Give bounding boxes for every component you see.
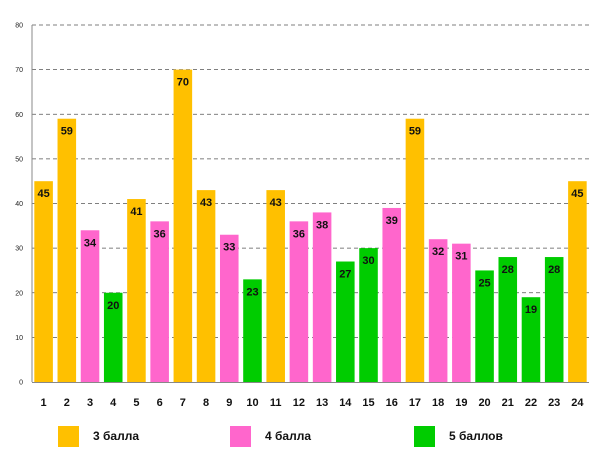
bar [405,118,425,383]
bar [150,221,169,382]
y-tick-label: 70 [15,67,23,74]
x-tick-label: 21 [502,397,514,409]
bar [359,248,378,382]
x-tick-label: 7 [180,397,186,409]
data-label: 59 [61,126,73,138]
x-tick-label: 5 [133,397,139,409]
bars [34,69,587,383]
bar [544,257,564,382]
legend-label-5: 5 баллов [449,429,503,443]
x-tick-label: 24 [571,397,584,409]
legend-item-5: 5 баллов [414,424,503,448]
x-tick-label: 1 [41,397,47,409]
bar [196,190,216,382]
bar [80,230,100,382]
x-tick-label: 8 [203,397,209,409]
y-tick-label: 60 [15,112,23,119]
bar [521,297,541,382]
data-label: 36 [154,228,166,240]
x-tick-label: 11 [270,397,282,409]
data-label: 19 [525,304,537,316]
legend-label-4: 4 балла [265,429,312,443]
data-label: 38 [316,219,328,231]
data-label: 30 [362,255,374,267]
legend-swatch-4 [230,425,251,447]
gridlines [32,24,589,338]
bar [103,292,123,382]
y-tick-label: 10 [15,335,23,342]
x-tick-label: 14 [339,397,352,409]
data-label: 28 [548,264,560,276]
legend-item-3: 3 балла [58,424,139,448]
x-tick-label: 12 [293,397,305,409]
bar [382,207,402,382]
data-label: 27 [339,269,351,281]
data-label: 23 [246,286,258,298]
data-label: 41 [130,206,142,218]
x-tick-label: 16 [386,397,398,409]
bar [312,212,332,382]
legend-swatch-3 [58,425,79,447]
data-label: 36 [293,228,305,240]
data-label: 45 [571,188,583,200]
data-label: 33 [223,242,235,254]
legend-item-4: 4 балла [230,424,311,448]
x-tick-label: 23 [548,397,560,409]
bar [266,190,285,382]
legend-label-3: 3 балла [93,429,140,443]
bar [498,257,518,382]
data-label: 43 [270,197,282,209]
data-label: 39 [386,215,398,227]
x-tick-label: 6 [157,397,163,409]
x-tick-label: 4 [110,397,117,409]
x-tick-label: 18 [432,397,444,409]
data-label: 45 [37,188,49,200]
y-axis: 0 10 20 30 40 50 60 70 80 [15,23,33,387]
x-tick-label: 15 [362,397,374,409]
x-tick-label: 22 [525,397,537,409]
bar [475,270,494,382]
bar [127,199,146,382]
bar [452,243,471,382]
bar [243,279,262,382]
y-tick-label: 20 [15,290,23,297]
x-tick-label: 19 [455,397,467,409]
y-tick-label: 50 [15,156,23,163]
bar [34,181,53,382]
x-axis: 1 2 3 4 5 6 7 8 9 10 11 12 13 14 15 16 17 18 19 20 21 22 23 24 [32,382,589,409]
x-tick-label: 2 [64,397,70,409]
data-label: 43 [200,197,212,209]
data-label: 70 [177,77,189,89]
bar [289,221,309,382]
x-tick-label: 9 [226,397,232,409]
bar [336,261,355,382]
bar [219,234,239,382]
bar [428,239,448,382]
data-label: 20 [107,300,119,312]
bar [173,69,193,382]
data-label: 32 [432,246,444,258]
y-tick-label: 0 [19,380,23,387]
data-label: 31 [455,251,467,263]
x-tick-label: 10 [246,397,258,409]
x-tick-label: 13 [316,397,328,409]
data-label: 25 [478,277,490,289]
bar [57,118,77,383]
data-labels: 45 59 34 20 41 36 70 43 33 23 43 36 38 27 30 39 59 32 31 25… [37,77,583,317]
x-tick-label: 20 [478,397,490,409]
data-label: 28 [502,264,514,276]
data-label: 34 [84,237,97,249]
x-tick-label: 3 [87,397,93,409]
data-label: 59 [409,126,421,138]
legend-swatch-5 [414,425,435,447]
bar [568,181,587,382]
y-tick-label: 30 [15,246,23,253]
y-tick-label: 80 [15,23,23,30]
y-tick-label: 40 [15,201,23,208]
x-tick-label: 17 [409,397,421,409]
